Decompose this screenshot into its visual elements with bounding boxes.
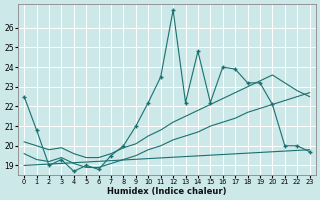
X-axis label: Humidex (Indice chaleur): Humidex (Indice chaleur): [107, 187, 227, 196]
